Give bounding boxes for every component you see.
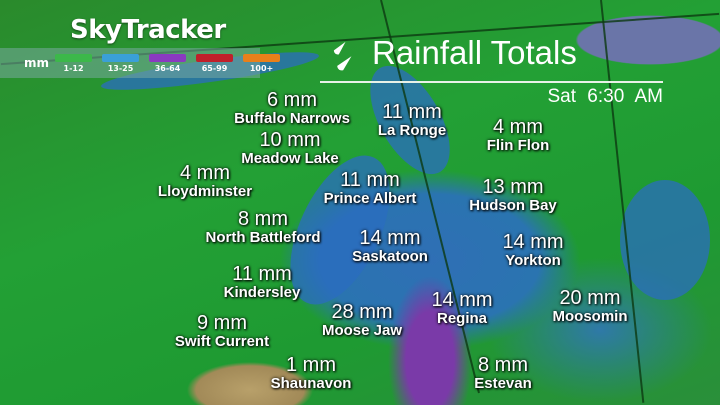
rainfall-value: 14 mm [431,289,493,311]
page-title: Rainfall Totals [372,34,577,71]
city-name: Meadow Lake [241,150,339,167]
title-divider [320,81,663,83]
rainfall-value: 28 mm [331,301,393,323]
rainfall-value: 4 mm [492,116,543,138]
city-label: 11 mm Prince Albert [324,170,417,206]
city-label: 28 mm Moose Jaw [322,302,402,338]
city-label: 13 mm Hudson Bay [469,177,557,213]
rainfall-value: 8 mm [477,354,528,376]
skytracker-logo: SkyTracker [70,15,226,45]
city-label: 9 mm Swift Current [175,313,269,349]
city-label: 20 mm Moosomin [553,288,628,324]
legend-unit: mm [24,56,50,70]
rainfall-value: 14 mm [359,227,421,249]
city-label: 4 mm Lloydminster [158,163,252,199]
city-name: La Ronge [377,122,447,139]
rain-area [620,180,710,300]
city-label: 11 mm La Ronge [378,102,446,138]
city-name: Lloydminster [157,183,253,200]
city-name: Yorkton [505,252,561,269]
city-label: 6 mm Buffalo Narrows [234,90,350,126]
raindrops-icon [333,41,352,71]
rainfall-value: 4 mm [180,162,230,184]
city-name: Swift Current [174,333,270,350]
rainfall-value: 9 mm [196,312,247,334]
legend-bin: 13-25 [102,53,140,73]
city-name: Hudson Bay [469,197,557,214]
legend-bin: 1-12 [55,53,93,73]
city-label: 11 mm Kindersley [224,264,301,300]
city-name: Saskatoon [352,248,428,265]
legend-bin: 36-64 [149,53,187,73]
rainfall-value: 13 mm [482,176,544,198]
city-name: Kindersley [223,284,301,301]
rainfall-value: 14 mm [502,231,564,253]
rainfall-value: 20 mm [559,287,621,309]
rainfall-value: 11 mm [340,169,400,191]
city-label: 8 mm North Battleford [206,209,321,245]
legend-bin: 65-99 [196,53,234,73]
rainfall-value: 11 mm [232,263,292,285]
rainfall-value: 11 mm [382,101,442,123]
legend-bin: 100+ [243,53,281,73]
rainfall-value: 10 mm [259,129,321,151]
rainfall-legend: mm 1-12 13-25 36-64 65-99 100+ [0,48,281,78]
city-name: Estevan [474,375,532,392]
city-label: 14 mm Saskatoon [352,228,428,264]
city-name: Moosomin [552,308,628,325]
rainfall-value: 6 mm [266,89,317,111]
city-label: 14 mm Regina [431,290,492,326]
city-label: 4 mm Flin Flon [487,117,549,153]
city-label: 8 mm Estevan [474,355,532,391]
rainfall-value: 1 mm [285,354,336,376]
city-label: 10 mm Meadow Lake [241,130,339,166]
rainfall-value: 8 mm [238,208,288,230]
city-label: 14 mm Yorkton [502,232,563,268]
city-label: 1 mm Shaunavon [271,355,352,391]
city-name: Moose Jaw [321,322,403,339]
timestamp: Sat 6:30 AM [547,86,663,107]
city-name: Flin Flon [486,137,550,154]
city-name: Prince Albert [323,190,417,207]
city-name: Regina [436,310,487,327]
city-name: Shaunavon [270,375,352,392]
city-name: North Battleford [205,229,321,246]
city-name: Buffalo Narrows [234,110,350,127]
